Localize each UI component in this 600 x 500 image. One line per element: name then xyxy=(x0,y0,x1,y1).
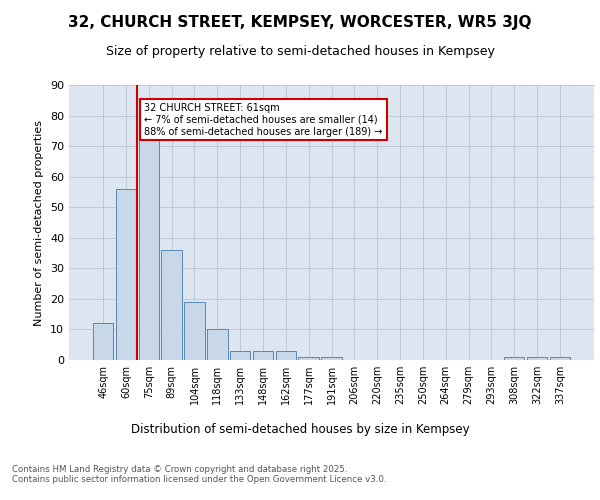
Text: Contains HM Land Registry data © Crown copyright and database right 2025.
Contai: Contains HM Land Registry data © Crown c… xyxy=(12,465,386,484)
Bar xyxy=(93,324,113,360)
Bar xyxy=(321,357,342,360)
Bar xyxy=(116,189,136,360)
Bar xyxy=(253,351,273,360)
Text: 32, CHURCH STREET, KEMPSEY, WORCESTER, WR5 3JQ: 32, CHURCH STREET, KEMPSEY, WORCESTER, W… xyxy=(68,15,532,30)
Text: 32 CHURCH STREET: 61sqm
← 7% of semi-detached houses are smaller (14)
88% of sem: 32 CHURCH STREET: 61sqm ← 7% of semi-det… xyxy=(144,104,383,136)
Bar xyxy=(275,351,296,360)
Y-axis label: Number of semi-detached properties: Number of semi-detached properties xyxy=(34,120,44,326)
Bar xyxy=(550,357,570,360)
Bar xyxy=(207,330,227,360)
Bar xyxy=(298,357,319,360)
Bar xyxy=(139,140,159,360)
Text: Size of property relative to semi-detached houses in Kempsey: Size of property relative to semi-detach… xyxy=(106,45,494,58)
Bar xyxy=(230,351,250,360)
Bar xyxy=(161,250,182,360)
Text: Distribution of semi-detached houses by size in Kempsey: Distribution of semi-detached houses by … xyxy=(131,422,469,436)
Bar xyxy=(504,357,524,360)
Bar xyxy=(527,357,547,360)
Bar xyxy=(184,302,205,360)
